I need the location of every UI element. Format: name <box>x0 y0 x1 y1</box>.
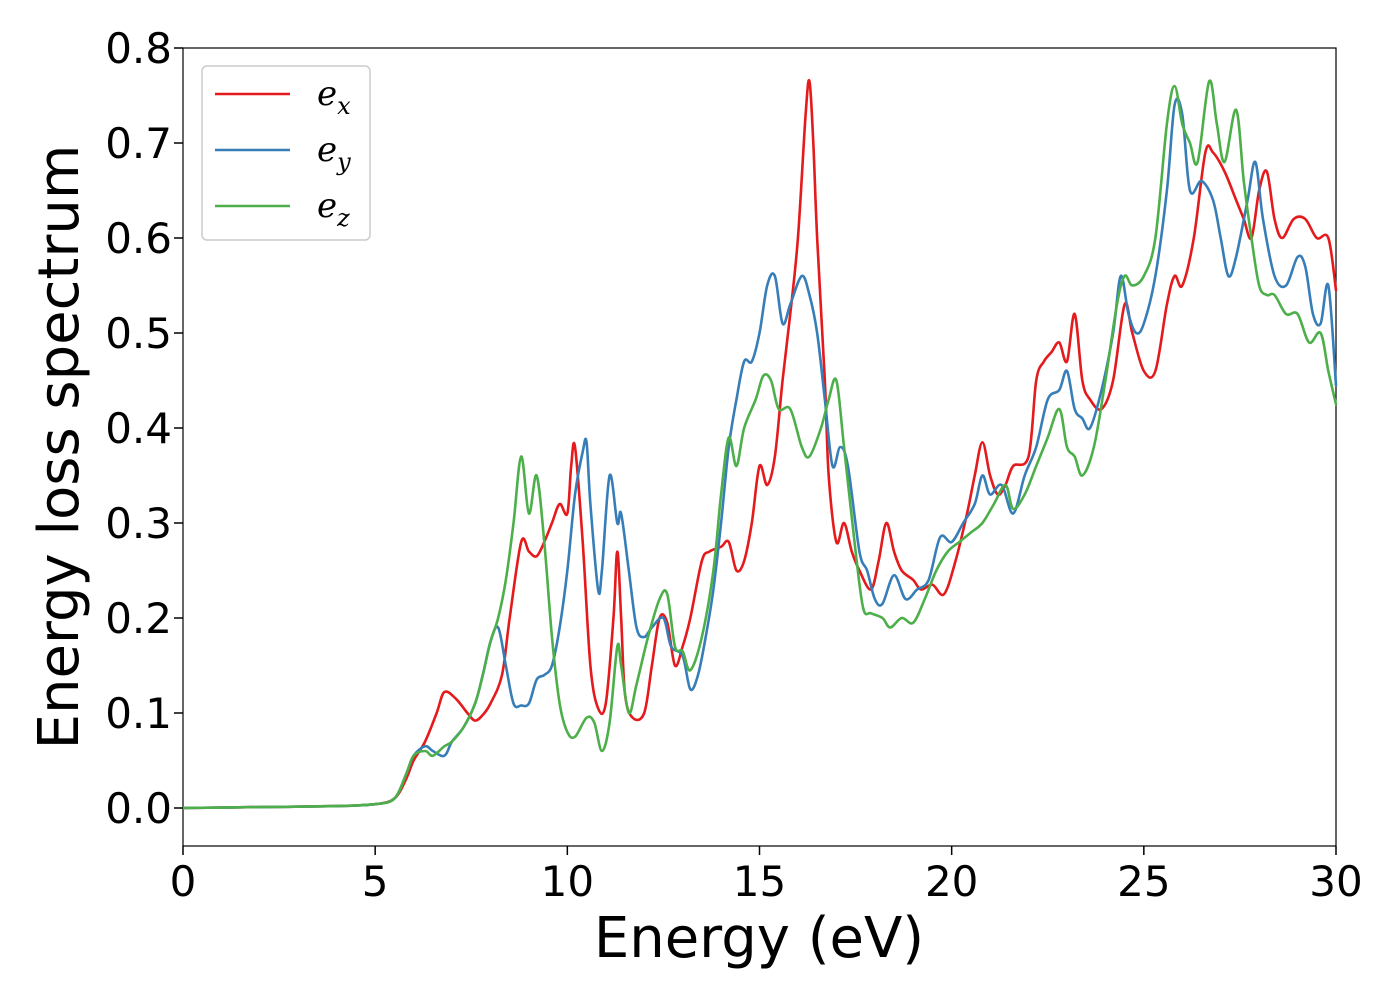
legend-label-main: e <box>317 130 337 170</box>
x-tick-label: 25 <box>1117 857 1170 906</box>
y-tick-label: 0.4 <box>105 404 172 453</box>
plot-frame <box>182 47 1337 847</box>
legend-label-subscript: x <box>337 92 351 120</box>
x-tick-label: 0 <box>170 857 197 906</box>
y-tick-label: 0.5 <box>105 309 172 358</box>
x-tick-label: 10 <box>541 857 594 906</box>
x-tick-label: 15 <box>733 857 786 906</box>
y-tick-label: 0.7 <box>105 119 172 168</box>
plot-area <box>181 47 1338 847</box>
legend-label-x: ex <box>317 74 351 120</box>
x-tick-label: 30 <box>1309 857 1362 906</box>
series-line-e-z <box>181 79 1338 810</box>
y-tick-label: 0.3 <box>105 499 172 548</box>
y-tick-label: 0.2 <box>105 594 172 643</box>
y-axis: 0.0 0.1 0.2 0.3 0.4 0.5 0.6 0.7 0.8 <box>105 24 183 833</box>
x-axis: 0 5 10 15 20 25 30 <box>170 846 1363 906</box>
series-line-e-x <box>181 78 1338 810</box>
legend-label-y: ey <box>317 130 351 176</box>
x-axis-label: Energy (eV) <box>594 906 924 971</box>
x-tick-label: 5 <box>362 857 389 906</box>
legend-label-main: e <box>317 186 337 226</box>
y-tick-label: 0.0 <box>105 784 172 833</box>
x-tick-label: 20 <box>925 857 978 906</box>
legend-frame <box>201 65 371 241</box>
y-axis-label: Energy loss spectrum <box>27 145 92 750</box>
legend-label-main: e <box>317 74 337 114</box>
legend-label-subscript: z <box>336 204 350 232</box>
series-line-e-y <box>181 97 1338 810</box>
legend-label-z: ez <box>317 186 350 232</box>
y-tick-label: 0.6 <box>105 214 172 263</box>
legend-label-subscript: y <box>336 148 351 176</box>
series-layer <box>181 78 1338 810</box>
y-tick-label: 0.1 <box>105 689 172 738</box>
y-tick-label: 0.8 <box>105 24 172 73</box>
